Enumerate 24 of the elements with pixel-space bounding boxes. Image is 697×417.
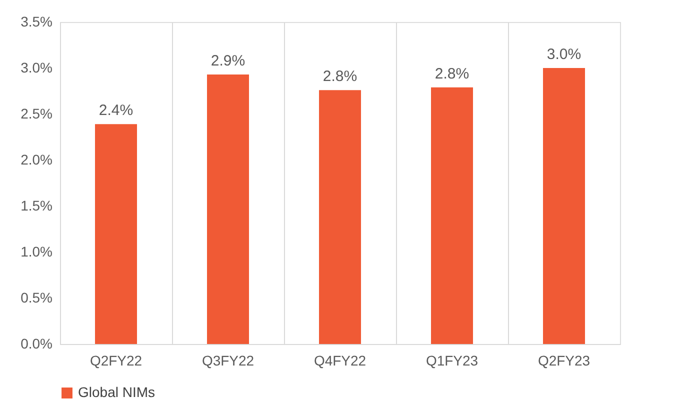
y-tick-label: 2.5% [20,106,52,122]
bar [207,74,249,344]
y-tick-label: 1.5% [20,198,52,214]
y-tick-label: 0.0% [20,336,52,352]
y-tick-label: 3.0% [20,60,52,76]
bar [319,90,361,344]
y-tick-label: 0.5% [20,290,52,306]
x-tick-label: Q1FY23 [426,352,478,368]
data-label: 3.0% [546,46,582,63]
data-label: 2.8% [322,68,358,86]
bar [543,68,585,344]
data-label: 2.8% [434,65,470,82]
x-tick-label: Q2FY23 [538,352,590,368]
y-tick-label: 1.0% [20,244,52,260]
x-tick-label: Q2FY22 [90,352,142,368]
data-label: 2.9% [210,52,246,70]
legend-label: Global NIMs [78,384,156,400]
data-label: 2.4% [98,102,134,120]
y-tick-label: 2.0% [20,152,52,168]
x-tick-label: Q4FY22 [314,352,366,368]
x-tick-label: Q3FY22 [202,352,254,368]
y-tick-label: 3.5% [20,14,52,30]
bar [431,87,473,344]
bar [95,124,137,344]
